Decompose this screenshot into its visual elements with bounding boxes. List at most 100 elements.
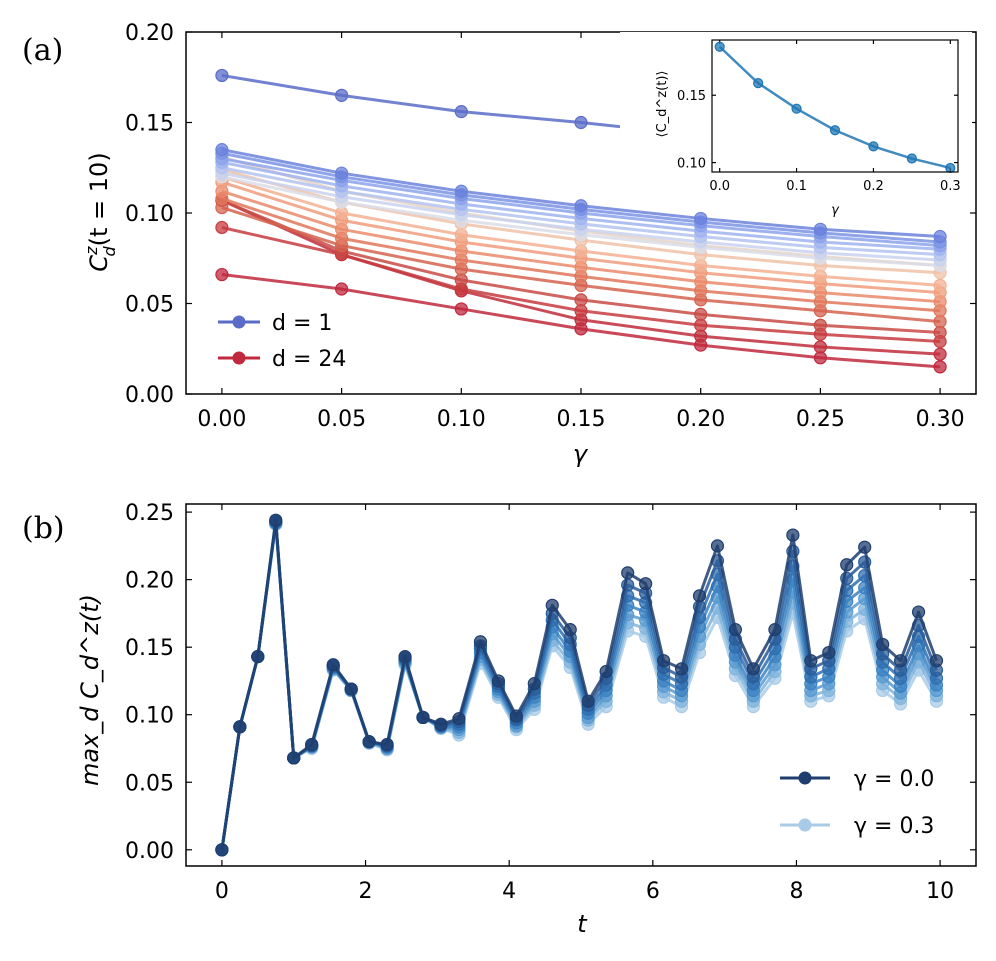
- inset-xtick-label: 0.0: [709, 179, 730, 194]
- panel-a-plot: 0.00 0.05 0.10 0.15 0.20 0.25 0.300.000.050.10…: [82, 21, 977, 468]
- legend-marker-gamma0: [798, 771, 812, 785]
- panel-a-xtick-label: 0.30: [916, 407, 965, 432]
- panel-b-ytick-label: 0.00: [125, 839, 174, 864]
- panel-a-xtick-label: 0.25: [796, 407, 845, 432]
- inset-frame: [711, 39, 959, 173]
- data-point-00: [929, 654, 944, 668]
- data-point-00: [287, 751, 301, 765]
- data-point-d=11: [694, 258, 708, 273]
- data-point-00: [563, 623, 577, 637]
- data-point-d=24: [933, 360, 947, 374]
- data-point-d=11: [933, 278, 947, 292]
- data-point-00: [599, 664, 613, 679]
- panel-a-xtick-label: 0.20: [676, 407, 725, 432]
- data-point-00: [804, 654, 818, 668]
- panel-a-legend: d = 1 d = 24: [218, 311, 346, 372]
- data-point-d=2: [335, 166, 349, 180]
- data-point-00: [527, 677, 541, 691]
- data-point-d=11: [813, 269, 827, 283]
- data-point-inset: [906, 153, 917, 164]
- data-point-00: [215, 843, 229, 857]
- data-point-d=16: [694, 307, 708, 321]
- data-point-00: [768, 623, 782, 637]
- panel-b-xtick-label: 0: [215, 879, 229, 904]
- panel-b-legend: γ = 0.0 γ = 0.3: [780, 767, 934, 839]
- data-point-00: [786, 528, 800, 542]
- panel-a-ytick-label: 0.05: [125, 293, 174, 318]
- legend-marker-d1: [232, 315, 246, 329]
- data-point-d=16: [574, 293, 588, 307]
- data-point-00: [728, 623, 743, 637]
- data-point-d=24: [454, 302, 468, 316]
- panel-a-ylabel: Czd(t = 10): [82, 152, 119, 271]
- inset-xtick-label: 0.3: [940, 179, 961, 194]
- data-point-00: [639, 577, 653, 591]
- panel-a-frame: [185, 31, 977, 395]
- panel-b-ytick-label: 0.15: [125, 636, 174, 661]
- legend-label-gamma0: γ = 0.0: [854, 767, 934, 792]
- data-point-00: [473, 635, 488, 649]
- data-point-d=24: [335, 282, 349, 296]
- data-point-inset: [753, 78, 764, 89]
- panel-b-ticks: 0 2 4 6 8 10 0.00 0.05 0.10 0.15 0.20 0.25: [125, 501, 976, 904]
- panel-a-ytick-label: 0.00: [125, 383, 174, 408]
- panel-b-xtick-label: 6: [646, 879, 660, 904]
- data-point-d=1: [335, 88, 349, 102]
- panel-b-xtick-label: 10: [926, 879, 954, 904]
- data-point-00: [656, 654, 671, 668]
- panel-b-ytick-label: 0.20: [125, 569, 174, 594]
- data-point-00: [269, 513, 283, 527]
- panel-a-xtick-label: 0.00: [197, 407, 246, 432]
- data-point-00: [434, 717, 448, 731]
- data-point-d=2: [215, 143, 229, 157]
- panel-b-ylabel: max_d C_d^z(t): [76, 594, 104, 786]
- data-point-d=17: [574, 304, 588, 318]
- data-point-d=16: [813, 318, 827, 332]
- legend-marker-d24: [232, 351, 246, 365]
- data-point-inset: [868, 141, 879, 152]
- data-point-d=11: [335, 206, 349, 220]
- legend-marker-gamma03: [798, 818, 812, 832]
- data-point-00: [326, 658, 340, 672]
- panel-b-frame: [185, 503, 977, 867]
- data-point-00: [233, 720, 247, 734]
- data-point-d=18: [694, 329, 708, 343]
- data-point-inset: [791, 103, 802, 114]
- data-point-inset: [714, 41, 725, 52]
- panel-b-ytick-label: 0.25: [125, 501, 174, 526]
- data-point-d=17: [694, 318, 708, 332]
- data-point-00: [398, 650, 412, 664]
- panel-b-xtick-label: 8: [789, 879, 803, 904]
- data-point-00: [621, 566, 635, 580]
- data-point-inset: [829, 125, 841, 136]
- data-point-00: [893, 654, 908, 668]
- data-point-00: [581, 694, 595, 708]
- data-point-d=2: [574, 199, 588, 213]
- data-point-00: [822, 645, 836, 660]
- data-point-d=18: [813, 340, 827, 354]
- inset-background: [620, 32, 972, 202]
- panel-b-plot: 0 2 4 6 8 10 0.00 0.05 0.10 0.15 0.20 0.25 max_d C_…: [76, 501, 977, 938]
- data-point-d=11: [574, 244, 588, 258]
- data-point-00: [746, 662, 760, 676]
- inset-ylabel: ⟨C_d^z(t)⟩: [655, 71, 670, 138]
- panel-b-xlabel: t: [577, 910, 588, 938]
- data-point-00: [692, 589, 707, 603]
- panel-b-xtick-label: 2: [359, 879, 373, 904]
- legend-label-gamma03: γ = 0.3: [854, 814, 934, 839]
- data-point-00: [876, 637, 890, 652]
- data-point-00: [674, 662, 689, 676]
- panel-a-xtick-label: 0.15: [557, 407, 606, 432]
- inset-content: 0.0 0.1 0.2 0.3 0.10 0.15: [677, 40, 961, 194]
- data-point-d=1: [454, 105, 468, 119]
- panel-a-ytick-label: 0.15: [125, 112, 174, 137]
- legend-label-d24: d = 24: [272, 347, 346, 372]
- data-point-00: [416, 710, 430, 725]
- data-point-00: [509, 709, 523, 723]
- panel-a-xtick-label: 0.10: [437, 407, 486, 432]
- inset-xtick-label: 0.1: [786, 179, 807, 194]
- data-point-d=16: [454, 273, 468, 287]
- panel-b-xtick-label: 4: [502, 879, 516, 904]
- data-point-d=16: [933, 325, 947, 340]
- panel-a-ytick-label: 0.10: [125, 202, 174, 227]
